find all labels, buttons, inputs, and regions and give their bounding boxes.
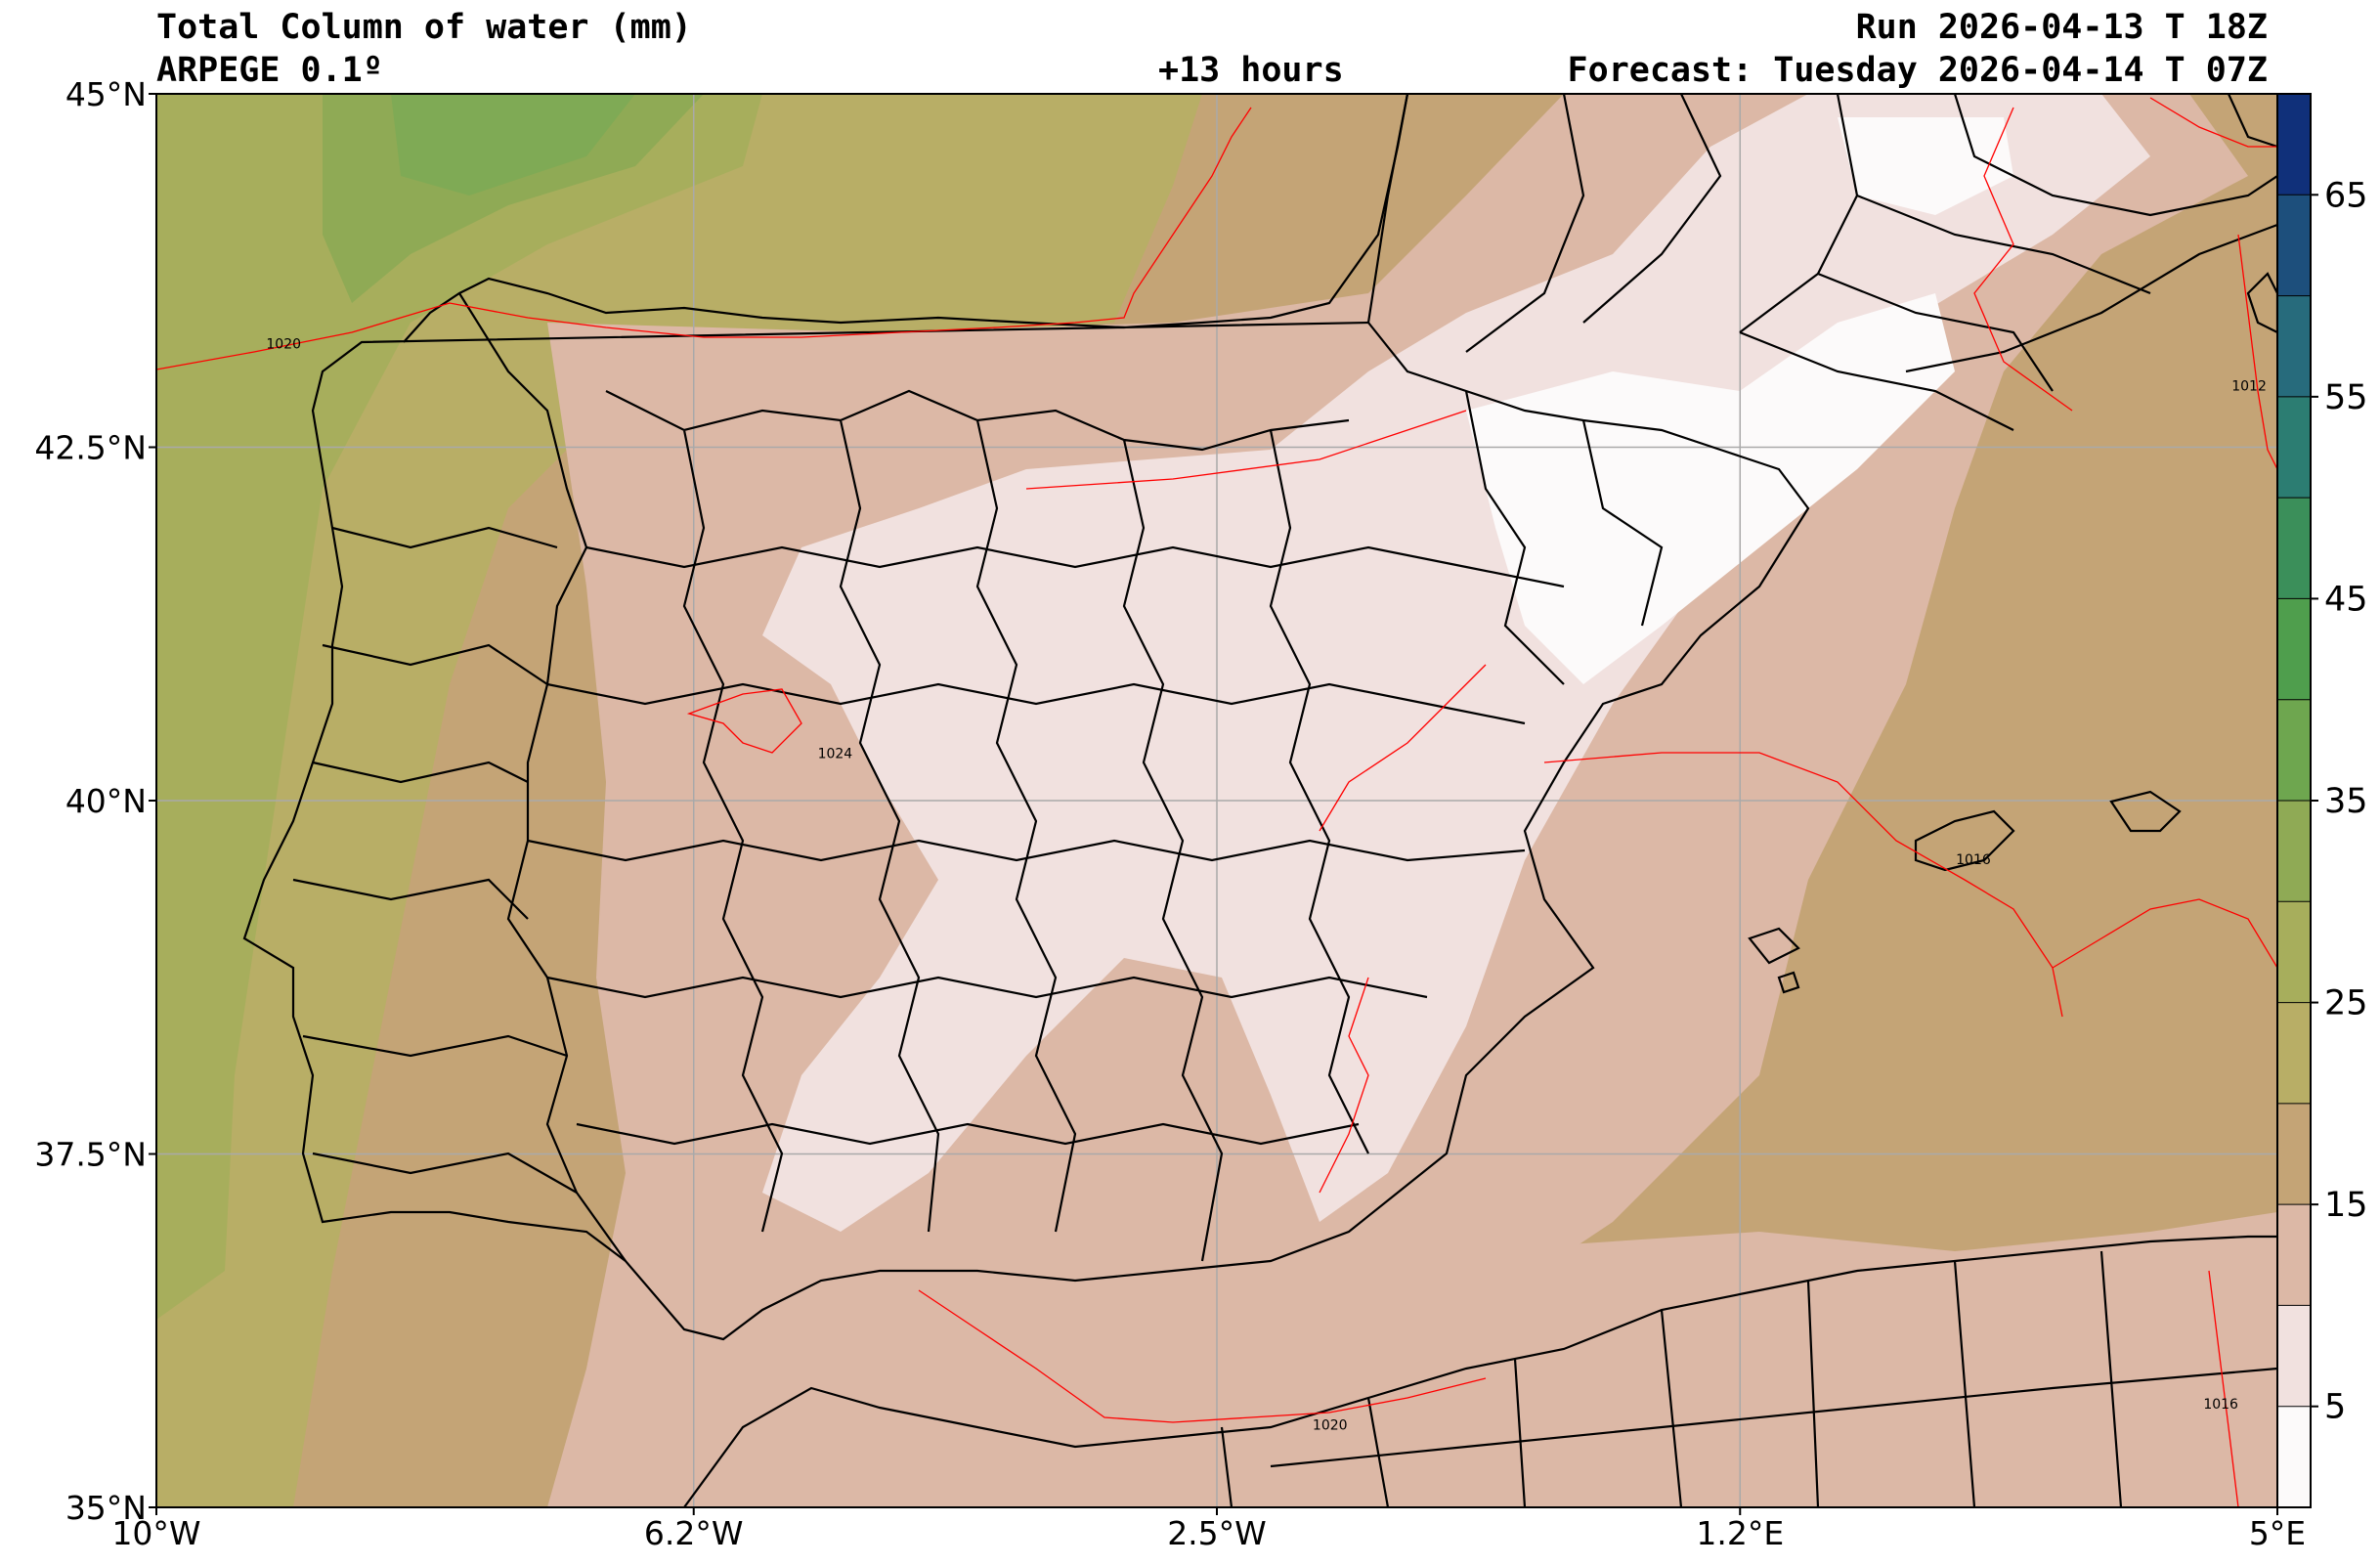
lat-tick-label: 35°N — [65, 1489, 147, 1527]
colorbar-label: 15 — [2324, 1186, 2368, 1225]
iberia-coastline — [242, 94, 1810, 1341]
colorbar-segment — [2277, 1204, 2311, 1306]
colorbar-segment — [2277, 1305, 2311, 1407]
colorbar-segment — [2277, 699, 2311, 801]
north-africa-coastline — [683, 1235, 2277, 1507]
isobar-1024 — [686, 410, 1467, 754]
colorbar-segment — [2277, 94, 2311, 196]
isobar-1012 — [2052, 234, 2277, 969]
portugal-border — [458, 292, 627, 1262]
coastlines-borders — [242, 94, 2277, 1507]
lon-tick-label: 2.5°W — [1167, 1514, 1267, 1552]
portugal-internal-borders — [292, 526, 578, 1194]
model-name: ARPEGE 0.1º — [156, 51, 383, 90]
forecast-hour: +13 hours — [1158, 51, 1344, 90]
lon-tick-label: 5°E — [2249, 1514, 2306, 1552]
lon-tick-label: 1.2°E — [1696, 1514, 1784, 1552]
spain-internal-borders — [527, 389, 1664, 1262]
field-near-white — [1466, 293, 1955, 684]
france-borders — [1366, 94, 2277, 431]
colorbar-segment — [2277, 498, 2311, 599]
isobars — [156, 97, 2277, 1507]
lon-tick-label: 10°W — [111, 1514, 200, 1552]
field-olive-light — [156, 94, 762, 1320]
corsica-sardinia — [2246, 272, 2277, 334]
colorbar-label: 65 — [2324, 176, 2368, 215]
lat-tick-label: 45°N — [65, 75, 147, 113]
colorbar-segment — [2277, 195, 2311, 296]
map-title: Total Column of water (mm) — [156, 8, 692, 47]
colorbar-segment — [2277, 1406, 2311, 1507]
colorbar-segment — [2277, 1002, 2311, 1104]
colorbar-segment — [2277, 801, 2311, 902]
colorbar-label: 35 — [2324, 782, 2368, 821]
lon-tick-label: 6.2°W — [644, 1514, 744, 1552]
colorbar-segment — [2277, 295, 2311, 397]
isobar-label: 1016 — [1956, 852, 1991, 868]
colorbar-segment — [2277, 901, 2311, 1003]
colorbar-label: 5 — [2324, 1388, 2346, 1427]
isobar-label: 1012 — [2231, 379, 2267, 395]
lat-tick-label: 40°N — [65, 782, 147, 820]
axis-ticks: 10°W 6.2°W 2.5°W 1.2°E 5°E 35°N 37.5°N 40°N 42.5… — [34, 75, 2306, 1552]
field-green-dark — [391, 94, 635, 196]
colorbar-label: 45 — [2324, 580, 2368, 619]
isobar-label: 1020 — [266, 336, 301, 352]
isobar-1016-east — [1543, 97, 2277, 1018]
isobar-1016-south — [2208, 1270, 2239, 1507]
forecast-valid-time: Forecast: Tuesday 2026-04-14 T 07Z — [1567, 51, 2268, 90]
balearic-islands — [1748, 790, 2182, 994]
isobar-label: 1016 — [2203, 1397, 2238, 1413]
isobar-1020-north — [156, 107, 1252, 370]
graticule — [156, 94, 2277, 1507]
lat-tick-label: 37.5°N — [34, 1136, 147, 1174]
run-time: Run 2026-04-13 T 18Z — [1855, 8, 2268, 47]
colorbar-label: 25 — [2324, 984, 2368, 1023]
colorbar-segment — [2277, 1103, 2311, 1205]
field-south-pink — [626, 1212, 2277, 1507]
isobar-label: 1024 — [818, 747, 853, 762]
colorbar: 5 15 25 35 45 55 65 — [2276, 93, 2368, 1508]
colorbar-segment — [2277, 396, 2311, 499]
isobar-labels: 1020 1024 1016 1012 1020 1016 — [266, 336, 2267, 1433]
colorbar-segment — [2277, 598, 2311, 700]
isobar-label: 1020 — [1313, 1417, 1348, 1433]
lat-tick-label: 42.5°N — [34, 429, 147, 467]
colorbar-label: 55 — [2324, 378, 2368, 417]
isobar-1020-south — [918, 664, 1487, 1423]
